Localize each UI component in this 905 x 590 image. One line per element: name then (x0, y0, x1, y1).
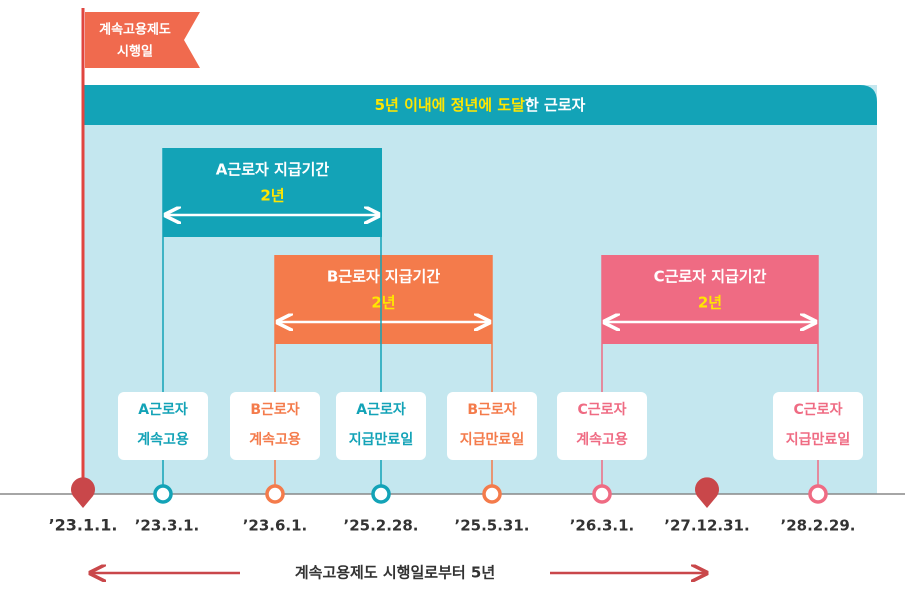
period-duration: 2년 (371, 294, 395, 312)
event-dot (482, 484, 502, 504)
banner (83, 85, 877, 125)
event-label: A근로자 (356, 402, 406, 418)
event-dot (371, 484, 391, 504)
event-label: 지급만료일 (460, 432, 524, 448)
event-dot (265, 484, 285, 504)
period-title: B근로자 지급기간 (327, 268, 440, 286)
event-label: 지급만료일 (786, 432, 850, 448)
period-title: A근로자 지급기간 (216, 161, 330, 179)
date-label: ’27.12.31. (664, 517, 749, 535)
period-duration: 2년 (698, 294, 722, 312)
period-title: C근로자 지급기간 (654, 268, 767, 286)
event-box (557, 392, 647, 460)
event-box (447, 392, 537, 460)
date-label: ’26.3.1. (570, 517, 635, 535)
event-label: A근로자 (138, 402, 188, 418)
event-box (118, 392, 208, 460)
event-label: 계속고용 (576, 432, 628, 448)
event-label: C근로자 (578, 402, 627, 418)
event-label: 지급만료일 (349, 432, 413, 448)
date-label: ’23.1.1. (49, 516, 118, 535)
date-label: ’23.3.1. (135, 517, 200, 535)
date-label: ’23.6.1. (243, 517, 308, 535)
event-dot (153, 484, 173, 504)
date-label: ’25.2.28. (344, 517, 419, 535)
event-box (773, 392, 863, 460)
flag-text: 계속고용제도 (99, 22, 171, 38)
event-label: 계속고용 (249, 432, 301, 448)
event-label: B근로자 (250, 402, 299, 418)
span-label: 계속고용제도 시행일로부터 5년 (295, 564, 495, 582)
event-label: B근로자 (467, 402, 516, 418)
period-duration: 2년 (260, 187, 284, 205)
flag (85, 12, 200, 68)
banner-text: 5년 이내에 정년에 도달한 근로자 (375, 96, 586, 114)
event-label: 계속고용 (137, 432, 189, 448)
event-box (336, 392, 426, 460)
event-dot (592, 484, 612, 504)
date-label: ’28.2.29. (781, 517, 856, 535)
pin (71, 477, 96, 508)
flag-text: 시행일 (117, 44, 153, 60)
pin (694, 477, 720, 508)
event-box (230, 392, 320, 460)
date-label: ’25.5.31. (455, 517, 530, 535)
event-label: C근로자 (794, 402, 843, 418)
event-dot (808, 484, 828, 504)
